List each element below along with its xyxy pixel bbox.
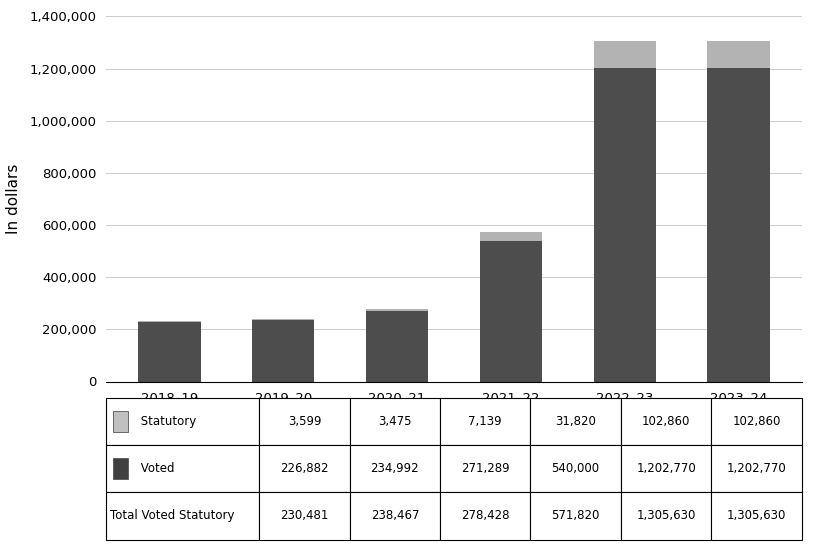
Text: 571,820: 571,820 bbox=[551, 510, 600, 523]
Text: 1,305,630: 1,305,630 bbox=[726, 510, 786, 523]
Text: 1,305,630: 1,305,630 bbox=[636, 510, 696, 523]
Text: 226,882: 226,882 bbox=[281, 462, 329, 475]
Text: 1,202,770: 1,202,770 bbox=[636, 462, 696, 475]
Y-axis label: In dollars: In dollars bbox=[7, 164, 21, 234]
Text: 102,860: 102,860 bbox=[642, 415, 690, 428]
Text: 234,992: 234,992 bbox=[371, 462, 419, 475]
Text: Voted: Voted bbox=[137, 462, 175, 475]
Text: 230,481: 230,481 bbox=[281, 510, 329, 523]
Text: 540,000: 540,000 bbox=[551, 462, 600, 475]
Bar bbox=[252, 320, 314, 382]
Text: 3,475: 3,475 bbox=[378, 415, 411, 428]
Text: 271,289: 271,289 bbox=[461, 462, 510, 475]
Text: 31,820: 31,820 bbox=[555, 415, 596, 428]
Bar bbox=[708, 68, 770, 381]
Bar bbox=[479, 232, 542, 241]
Text: 102,860: 102,860 bbox=[732, 415, 780, 428]
Text: Total Voted Statutory: Total Voted Statutory bbox=[110, 510, 235, 523]
Text: 1,202,770: 1,202,770 bbox=[726, 462, 786, 475]
Text: Statutory: Statutory bbox=[137, 415, 196, 428]
Bar bbox=[252, 319, 314, 320]
Bar bbox=[366, 311, 429, 382]
Text: 7,139: 7,139 bbox=[469, 415, 502, 428]
Text: 238,467: 238,467 bbox=[371, 510, 419, 523]
Bar bbox=[594, 41, 656, 68]
Bar bbox=[479, 241, 542, 382]
Text: 3,599: 3,599 bbox=[288, 415, 321, 428]
Bar bbox=[594, 68, 656, 381]
Text: 278,428: 278,428 bbox=[461, 510, 510, 523]
Bar bbox=[366, 309, 429, 311]
Bar bbox=[708, 41, 770, 68]
Bar bbox=[138, 322, 200, 381]
